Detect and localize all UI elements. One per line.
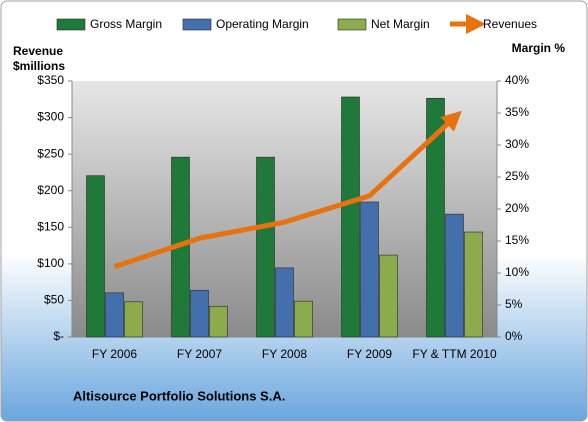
bar [341,96,360,338]
y-tick-label: $- [53,329,64,343]
legend-label: Net Margin [371,17,430,31]
bar [124,301,143,338]
y2-tick-label: 35% [505,105,529,119]
y-tick-label: $50 [44,293,64,307]
y-axis-label: $millions [13,59,65,73]
y2-tick-label: 40% [505,73,529,87]
y2-tick-label: 10% [505,265,529,279]
y-tick-label: $100 [37,256,64,270]
legend-label: Operating Margin [216,17,309,31]
bar [360,201,379,338]
y2-tick-label: 15% [505,233,529,247]
y2-tick-label: 25% [505,169,529,183]
y-tick-label: $350 [37,73,64,87]
x-tick-label: FY & TTM 2010 [412,347,497,361]
legend-swatch [56,18,86,31]
x-tick-label: FY 2009 [347,347,392,361]
x-tick-label: FY 2008 [262,347,307,361]
bar [190,289,209,338]
bar [275,267,294,338]
bar [256,156,275,338]
y-tick-label: $150 [37,219,64,233]
x-tick-label: FY 2007 [177,347,222,361]
bar [445,213,464,338]
legend-label: Gross Margin [90,17,162,31]
x-tick-label: FY 2006 [92,347,137,361]
y-tick-label: $300 [37,110,64,124]
y2-tick-label: 0% [505,329,523,343]
bar [86,175,105,338]
chart-title: Altisource Portfolio Solutions S.A. [73,388,285,403]
bar [105,292,124,338]
y2-tick-label: 5% [505,297,523,311]
bar [209,305,228,338]
bar [464,231,483,338]
y2-tick-label: 30% [505,137,529,151]
y2-axis-label: Margin % [512,41,566,55]
bar [426,97,445,338]
legend-label: Revenues [483,17,537,31]
y-tick-label: $200 [37,183,64,197]
y2-tick-label: 20% [505,201,529,215]
y-axis-label: Revenue [13,44,63,58]
legend-swatch [182,18,212,31]
bar [379,254,398,338]
bar [294,300,313,338]
legend-swatch [337,18,367,31]
y-tick-label: $250 [37,146,64,160]
revenue-line [113,110,462,270]
